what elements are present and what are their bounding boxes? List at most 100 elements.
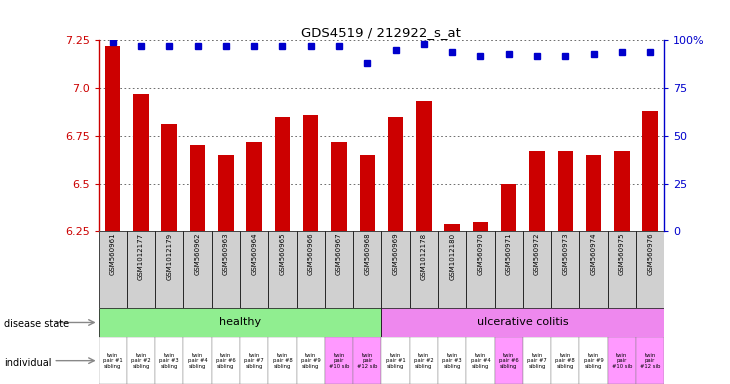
Bar bbox=[127, 337, 155, 384]
Text: GSM560962: GSM560962 bbox=[195, 233, 201, 275]
Text: twin
pair #9
sibling: twin pair #9 sibling bbox=[584, 353, 604, 369]
Bar bbox=[296, 337, 325, 384]
Text: twin
pair #7
sibling: twin pair #7 sibling bbox=[245, 353, 264, 369]
Bar bbox=[325, 231, 353, 308]
Bar bbox=[636, 337, 664, 384]
Text: GSM560968: GSM560968 bbox=[364, 233, 370, 275]
Text: twin
pair #6
sibling: twin pair #6 sibling bbox=[499, 353, 518, 369]
Text: GSM560974: GSM560974 bbox=[591, 233, 596, 275]
Bar bbox=[472, 222, 488, 231]
Text: GSM560964: GSM560964 bbox=[251, 233, 257, 275]
Bar bbox=[353, 337, 382, 384]
Text: GSM560975: GSM560975 bbox=[619, 233, 625, 275]
Bar bbox=[133, 94, 149, 231]
Bar bbox=[99, 231, 127, 308]
Text: ulcerative colitis: ulcerative colitis bbox=[477, 318, 569, 328]
Bar bbox=[445, 223, 460, 231]
Bar bbox=[642, 111, 658, 231]
Bar bbox=[381, 231, 410, 308]
Bar bbox=[607, 337, 636, 384]
Bar bbox=[105, 46, 120, 231]
Bar bbox=[183, 337, 212, 384]
Bar bbox=[274, 117, 291, 231]
Bar bbox=[466, 231, 495, 308]
Text: disease state: disease state bbox=[4, 319, 69, 329]
Text: twin
pair
#10 sib: twin pair #10 sib bbox=[612, 353, 632, 369]
Bar bbox=[636, 231, 664, 308]
Text: individual: individual bbox=[4, 358, 51, 368]
Bar bbox=[523, 337, 551, 384]
Bar bbox=[218, 155, 234, 231]
Bar bbox=[331, 142, 347, 231]
Bar bbox=[558, 151, 573, 231]
Text: GSM1012177: GSM1012177 bbox=[138, 233, 144, 280]
Bar bbox=[212, 231, 240, 308]
Text: GSM1012179: GSM1012179 bbox=[166, 233, 172, 280]
Bar bbox=[607, 231, 636, 308]
Text: GSM1012178: GSM1012178 bbox=[421, 233, 427, 280]
Text: GSM560969: GSM560969 bbox=[393, 233, 399, 275]
Bar bbox=[585, 155, 602, 231]
Text: twin
pair #4
sibling: twin pair #4 sibling bbox=[188, 353, 207, 369]
Bar bbox=[359, 155, 375, 231]
Bar bbox=[381, 337, 410, 384]
Bar bbox=[523, 231, 551, 308]
Bar bbox=[240, 231, 269, 308]
Bar bbox=[99, 308, 381, 337]
Text: GSM560961: GSM560961 bbox=[110, 233, 115, 275]
Bar bbox=[161, 124, 177, 231]
Text: twin
pair #6
sibling: twin pair #6 sibling bbox=[216, 353, 236, 369]
Bar bbox=[551, 337, 580, 384]
Text: twin
pair #9
sibling: twin pair #9 sibling bbox=[301, 353, 320, 369]
Text: GSM560965: GSM560965 bbox=[280, 233, 285, 275]
Bar bbox=[325, 337, 353, 384]
Text: twin
pair #3
sibling: twin pair #3 sibling bbox=[442, 353, 462, 369]
Bar bbox=[99, 337, 127, 384]
Bar bbox=[183, 231, 212, 308]
Text: twin
pair #8
sibling: twin pair #8 sibling bbox=[272, 353, 292, 369]
Text: GSM560973: GSM560973 bbox=[562, 233, 568, 275]
Text: GSM560966: GSM560966 bbox=[308, 233, 314, 275]
Bar bbox=[495, 337, 523, 384]
Text: GSM560971: GSM560971 bbox=[506, 233, 512, 275]
Text: GSM560972: GSM560972 bbox=[534, 233, 540, 275]
Bar bbox=[127, 231, 155, 308]
Bar bbox=[580, 231, 607, 308]
Text: GSM560967: GSM560967 bbox=[336, 233, 342, 275]
Bar bbox=[551, 231, 580, 308]
Text: healthy: healthy bbox=[219, 318, 261, 328]
Bar bbox=[495, 231, 523, 308]
Text: twin
pair #2
sibling: twin pair #2 sibling bbox=[414, 353, 434, 369]
Bar bbox=[155, 337, 183, 384]
Bar bbox=[501, 184, 517, 231]
Bar bbox=[240, 337, 269, 384]
Bar bbox=[466, 337, 495, 384]
Bar bbox=[438, 231, 466, 308]
Bar bbox=[303, 115, 318, 231]
Text: twin
pair
#12 sib: twin pair #12 sib bbox=[640, 353, 661, 369]
Text: GSM560976: GSM560976 bbox=[648, 233, 653, 275]
Bar bbox=[269, 337, 296, 384]
Text: twin
pair
#10 sib: twin pair #10 sib bbox=[328, 353, 349, 369]
Title: GDS4519 / 212922_s_at: GDS4519 / 212922_s_at bbox=[301, 26, 461, 39]
Bar bbox=[381, 308, 664, 337]
Bar bbox=[190, 145, 205, 231]
Bar bbox=[269, 231, 296, 308]
Text: twin
pair #1
sibling: twin pair #1 sibling bbox=[385, 353, 405, 369]
Text: twin
pair
#12 sib: twin pair #12 sib bbox=[357, 353, 377, 369]
Text: GSM560970: GSM560970 bbox=[477, 233, 483, 275]
Bar bbox=[296, 231, 325, 308]
Bar bbox=[416, 101, 431, 231]
Text: GSM1012180: GSM1012180 bbox=[449, 233, 455, 280]
Bar bbox=[353, 231, 382, 308]
Bar bbox=[246, 142, 262, 231]
Text: twin
pair #1
sibling: twin pair #1 sibling bbox=[103, 353, 123, 369]
Text: twin
pair #2
sibling: twin pair #2 sibling bbox=[131, 353, 151, 369]
Bar bbox=[212, 337, 240, 384]
Bar bbox=[580, 337, 607, 384]
Bar bbox=[529, 151, 545, 231]
Text: twin
pair #8
sibling: twin pair #8 sibling bbox=[556, 353, 575, 369]
Bar bbox=[410, 231, 438, 308]
Bar bbox=[410, 337, 438, 384]
Text: twin
pair #3
sibling: twin pair #3 sibling bbox=[159, 353, 179, 369]
